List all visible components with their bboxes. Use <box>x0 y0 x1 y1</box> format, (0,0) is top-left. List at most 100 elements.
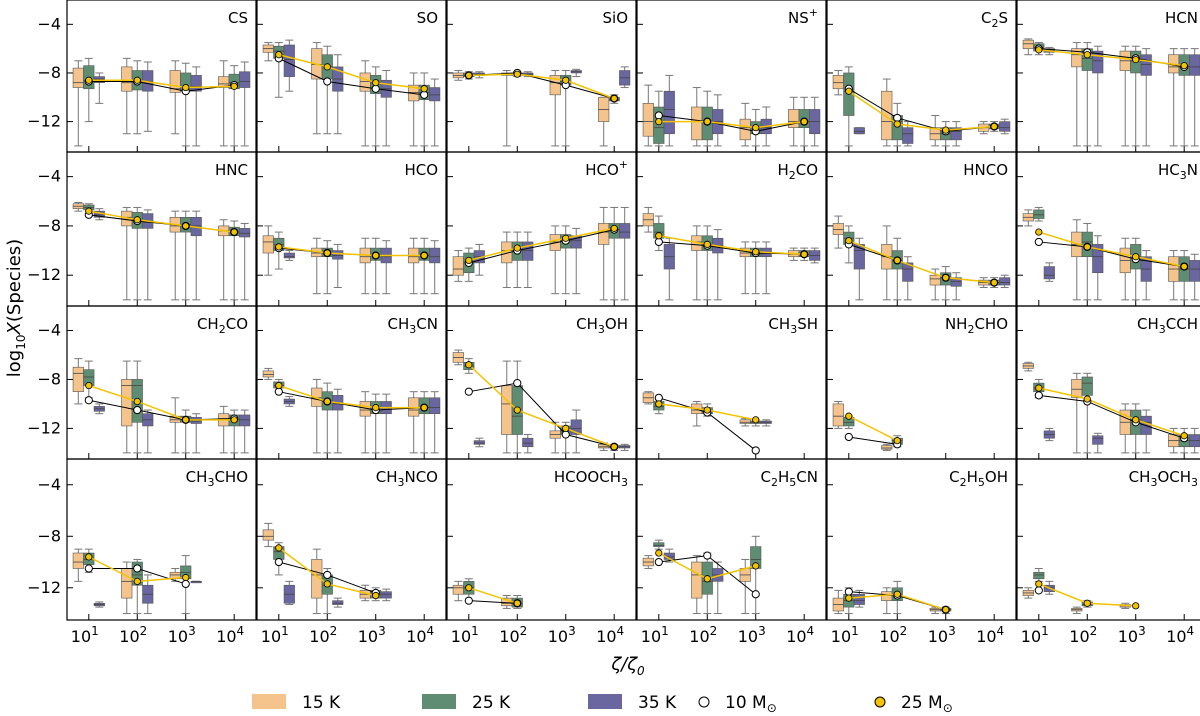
box-t35 <box>239 409 251 454</box>
box-t35 <box>853 237 865 301</box>
point-10msun <box>844 587 853 596</box>
box-t35 <box>1140 409 1152 454</box>
point-25msun <box>562 234 570 242</box>
box-body <box>522 241 534 261</box>
x-tick-label: 101 <box>831 624 859 646</box>
box-t15 <box>169 397 181 454</box>
box-t25 <box>1130 403 1142 454</box>
point-25msun <box>1180 262 1188 271</box>
box-t25 <box>1081 222 1093 301</box>
x-tick-label: 102 <box>499 624 527 646</box>
box-t35 <box>380 393 392 454</box>
box-t35 <box>332 597 344 608</box>
point-10msun <box>1034 391 1043 400</box>
box-body <box>380 591 392 599</box>
y-tick-label: −8 <box>37 63 61 82</box>
box-body <box>501 385 513 435</box>
box-t15 <box>501 360 513 454</box>
box-t15 <box>452 70 464 81</box>
box-t15 <box>832 400 844 429</box>
box-t35 <box>239 61 251 147</box>
box-t15 <box>1071 606 1083 615</box>
point-25msun <box>372 591 380 600</box>
box-t25 <box>418 72 430 147</box>
box-body <box>283 252 295 259</box>
box-t35 <box>1092 432 1104 454</box>
box-t15 <box>72 202 84 212</box>
x-tick-label: 102 <box>879 624 907 646</box>
point-25msun <box>420 251 428 260</box>
legend: 15 K 25 K 35 K 10 M⊙ 25 M⊙ <box>252 693 953 715</box>
point-25msun <box>465 361 473 369</box>
x-tick-label: 104 <box>786 624 814 646</box>
box-t15 <box>1071 42 1083 147</box>
box-t35 <box>283 396 295 407</box>
box-t15 <box>501 70 513 147</box>
point-10msun <box>464 596 473 605</box>
box-body <box>999 121 1011 132</box>
box-t15 <box>788 96 800 147</box>
point-25msun <box>752 248 760 256</box>
point-25msun <box>230 82 238 90</box>
point-10msun <box>1034 237 1043 247</box>
panel-title: CH3CN <box>388 315 438 336</box>
box-body <box>1033 209 1045 219</box>
panel-title: H2CO <box>777 161 818 182</box>
point-25msun <box>372 251 380 260</box>
line-25msun <box>88 210 235 233</box>
point-25msun <box>655 118 663 126</box>
panel: CH3OH <box>446 305 637 460</box>
y-tick-label: −8 <box>37 216 61 235</box>
box-body <box>283 44 295 77</box>
panel: −4 −8 −12 101 102 103 104 CH3CHO <box>27 458 257 646</box>
box-body <box>1081 376 1093 396</box>
box-t35 <box>1092 45 1104 147</box>
box-t35 <box>332 54 344 135</box>
point-25msun <box>323 249 331 257</box>
box-t15 <box>408 237 420 295</box>
point-10msun <box>323 77 332 86</box>
box-t15 <box>1071 219 1083 301</box>
box-body <box>332 600 344 605</box>
x-tick-label: 104 <box>216 624 244 646</box>
box-t35 <box>142 409 154 454</box>
box-t15 <box>642 206 654 233</box>
box-t25 <box>1033 206 1045 222</box>
point-25msun <box>845 87 853 95</box>
panel: CH3CCH <box>1016 305 1200 460</box>
legend-label: 35 K <box>638 693 677 713</box>
y-tick-label: −8 <box>37 369 61 388</box>
box-t25 <box>1178 250 1190 301</box>
line-25msun <box>278 246 425 257</box>
box-t15 <box>881 443 893 451</box>
point-25msun <box>893 256 901 265</box>
panel-title: CH3OH <box>576 315 628 336</box>
box-t25 <box>418 237 430 295</box>
point-25msun <box>1132 253 1140 261</box>
point-25msun <box>1132 55 1140 64</box>
x-tick-label: 103 <box>1118 624 1146 646</box>
point-25msun <box>942 126 950 134</box>
box-t35 <box>712 229 724 301</box>
legend-item-t35: 35 K <box>588 693 677 713</box>
box-t35 <box>1092 235 1104 301</box>
panel: HNCO <box>826 151 1017 307</box>
panel-title: CH3SH <box>768 315 818 336</box>
point-25msun <box>133 577 141 585</box>
point-25msun <box>513 599 521 607</box>
box-t15 <box>262 225 274 276</box>
box-body <box>832 75 844 90</box>
point-25msun <box>133 397 141 406</box>
point-25msun <box>182 83 190 92</box>
point-25msun <box>990 278 998 287</box>
point-25msun <box>893 120 901 128</box>
point-25msun <box>1083 243 1091 251</box>
y-tick-label: −12 <box>27 418 61 437</box>
point-25msun <box>990 122 998 131</box>
box-t15 <box>691 555 703 615</box>
line-10msun <box>468 229 615 264</box>
panel-title: HNC <box>215 161 248 179</box>
y-tick-label: −12 <box>27 265 61 284</box>
panel: C2S <box>826 0 1017 153</box>
x-tick-label: 103 <box>928 624 956 646</box>
